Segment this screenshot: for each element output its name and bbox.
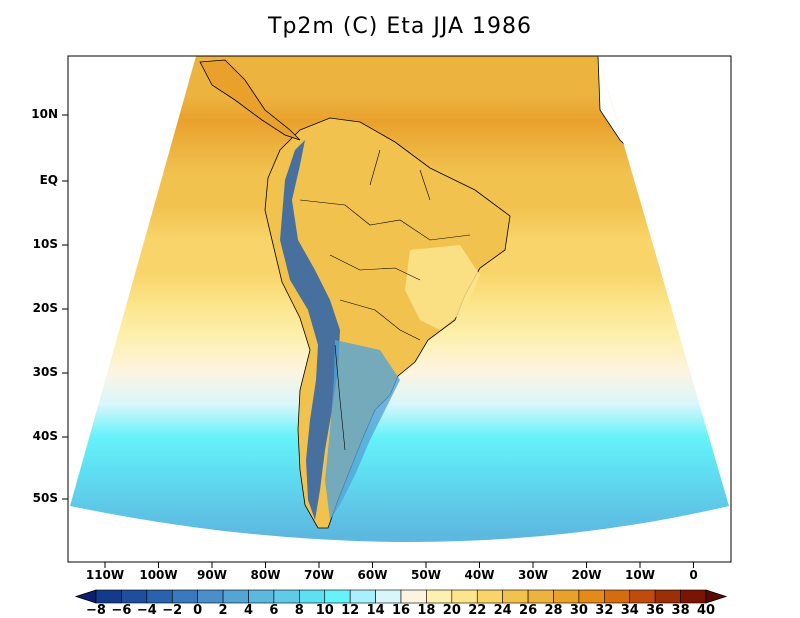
x-tick-label: 100W xyxy=(139,568,178,582)
colorbar-label: −2 xyxy=(162,603,183,618)
x-tick-label: 30W xyxy=(518,568,548,582)
colorbar-swatch xyxy=(654,589,681,604)
y-tick-label: 50S xyxy=(32,491,58,505)
colorbar-low-arrow xyxy=(74,589,97,604)
y-tick-label: 10S xyxy=(32,237,58,251)
x-tick-label: 70W xyxy=(304,568,334,582)
colorbar-label: 26 xyxy=(519,603,538,618)
colorbar-swatch xyxy=(349,589,376,604)
colorbar-label: 20 xyxy=(442,603,461,618)
central-america-land xyxy=(199,59,301,141)
colorbar-swatch xyxy=(451,589,478,604)
colorbar-swatch xyxy=(375,589,402,604)
y-tick-label: EQ xyxy=(39,173,58,187)
x-tick-label: 50W xyxy=(411,568,441,582)
x-tick-label: 40W xyxy=(464,568,495,582)
colorbar-label: 38 xyxy=(671,603,690,618)
colorbar-label: −8 xyxy=(86,603,106,618)
colorbar-swatch xyxy=(527,589,554,604)
colorbar-swatch xyxy=(273,589,300,604)
colorbar-label: −6 xyxy=(111,603,132,618)
colorbar-swatch xyxy=(629,589,656,604)
y-tick-label: 40S xyxy=(32,429,58,443)
colorbar-swatch xyxy=(197,589,224,604)
colorbar-label: 30 xyxy=(569,603,588,618)
colorbar-label: 2 xyxy=(218,603,228,618)
colorbar-swatch xyxy=(426,589,453,604)
colorbar-label: 8 xyxy=(294,603,304,618)
y-tick-label: 20S xyxy=(32,301,58,315)
colorbar-label: 28 xyxy=(544,603,563,618)
patagonia-cool-region xyxy=(325,340,400,520)
colorbar-label: 18 xyxy=(417,603,436,618)
colorbar-label: 34 xyxy=(620,603,639,618)
map-title: Tp2m (C) Eta JJA 1986 xyxy=(268,14,532,39)
x-tick-label: 80W xyxy=(250,568,281,582)
colorbar-swatch xyxy=(248,589,275,604)
colorbar-swatch xyxy=(146,589,173,604)
colorbar-swatch xyxy=(299,589,326,604)
colorbar-label: 10 xyxy=(315,603,334,618)
colorbar-label: 36 xyxy=(646,603,665,618)
colorbar-swatch xyxy=(604,589,631,604)
colorbar-high-arrow xyxy=(705,589,728,604)
colorbar-swatch xyxy=(324,589,351,604)
country-borders xyxy=(299,149,471,451)
colorbar-label: 16 xyxy=(391,603,411,618)
colorbar-swatch xyxy=(95,589,122,604)
colorbar-swatch xyxy=(171,589,198,604)
x-tick-label: 60W xyxy=(357,568,388,582)
colorbar-swatch xyxy=(502,589,529,604)
x-tick-label: 90W xyxy=(197,568,227,582)
andes-cold-band xyxy=(280,140,340,520)
colorbar-swatch xyxy=(578,589,605,604)
colorbar-swatch xyxy=(400,589,427,604)
colorbar-label: 14 xyxy=(366,603,385,618)
colorbar-label: 6 xyxy=(269,603,279,618)
x-tick-label: 10W xyxy=(625,568,655,582)
colorbar-label: −4 xyxy=(136,603,157,618)
colorbar-label: 24 xyxy=(493,603,512,618)
colorbar-label: 22 xyxy=(468,603,487,618)
x-tick-label: 20W xyxy=(571,568,602,582)
x-tick-label: 0 xyxy=(689,568,698,582)
y-tick-label: 10N xyxy=(31,107,58,121)
colorbar-swatch xyxy=(553,589,580,604)
x-tick-label: 110W xyxy=(85,568,125,582)
brazil-highlands-region xyxy=(405,245,480,330)
colorbar-label: 32 xyxy=(595,603,614,618)
colorbar-swatch xyxy=(222,589,249,604)
colorbar-label: 40 xyxy=(696,603,716,618)
colorbar-swatch xyxy=(680,589,707,604)
colorbar-swatch xyxy=(476,589,503,604)
y-tick-label: 30S xyxy=(32,365,58,379)
axis-ticks xyxy=(62,114,694,568)
colorbar-swatch xyxy=(121,589,148,604)
colorbar-label: 4 xyxy=(243,603,254,618)
colorbar-label: 0 xyxy=(193,603,203,618)
colorbar-label: 12 xyxy=(341,603,360,618)
